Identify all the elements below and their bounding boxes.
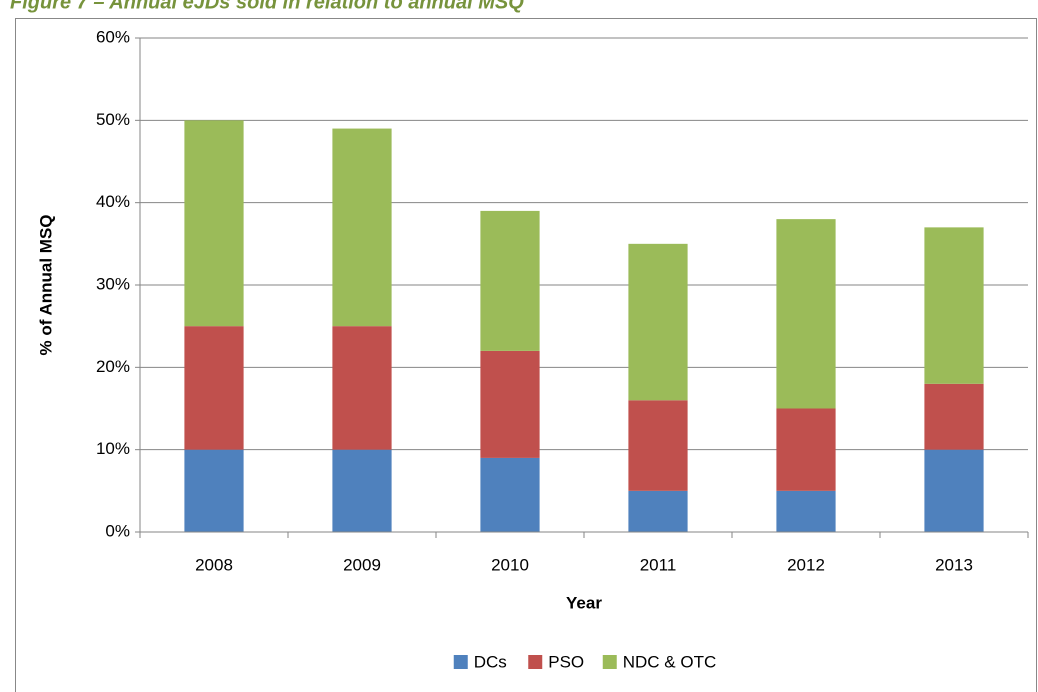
x-tick-label: 2008 xyxy=(195,555,233,574)
legend-swatch xyxy=(528,655,543,669)
bar-segment xyxy=(924,383,984,450)
chart-border xyxy=(15,18,1037,692)
bar-segment xyxy=(628,243,688,401)
y-tick-label: 20% xyxy=(96,357,130,376)
bar-segment xyxy=(332,326,392,450)
y-tick-label: 0% xyxy=(105,521,130,540)
y-tick-label: 10% xyxy=(96,439,130,458)
bar-segment xyxy=(924,449,984,532)
legend-label: NDC & OTC xyxy=(623,652,717,671)
y-tick-label: 60% xyxy=(96,27,130,46)
bar-segment xyxy=(184,120,244,327)
bar-segment xyxy=(184,326,244,450)
x-axis-title: Year xyxy=(566,593,602,612)
bar-segment xyxy=(480,457,540,532)
bar-segment xyxy=(628,490,688,532)
chart-title: Figure 7 – Annual eJDs sold in relation … xyxy=(10,0,524,13)
bar-segment xyxy=(776,490,836,532)
bar-segment xyxy=(480,210,540,351)
bar-segment xyxy=(332,449,392,532)
y-axis-title: % of Annual MSQ xyxy=(36,214,55,355)
legend-label: PSO xyxy=(548,652,584,671)
bar-segment xyxy=(332,128,392,327)
x-tick-label: 2009 xyxy=(343,555,381,574)
legend-swatch xyxy=(602,655,617,669)
legend-swatch xyxy=(453,655,468,669)
y-tick-label: 30% xyxy=(96,274,130,293)
bar-segment xyxy=(776,219,836,409)
y-tick-label: 40% xyxy=(96,192,130,211)
bar-segment xyxy=(924,227,984,384)
x-tick-label: 2013 xyxy=(935,555,973,574)
bar-segment xyxy=(480,350,540,458)
bar-segment xyxy=(184,449,244,532)
bar-segment xyxy=(776,408,836,491)
x-tick-label: 2012 xyxy=(787,555,825,574)
legend-label: DCs xyxy=(474,652,507,671)
y-tick-label: 50% xyxy=(96,110,130,129)
x-tick-label: 2010 xyxy=(491,555,529,574)
bar-segment xyxy=(628,400,688,491)
x-tick-label: 2011 xyxy=(640,555,677,574)
